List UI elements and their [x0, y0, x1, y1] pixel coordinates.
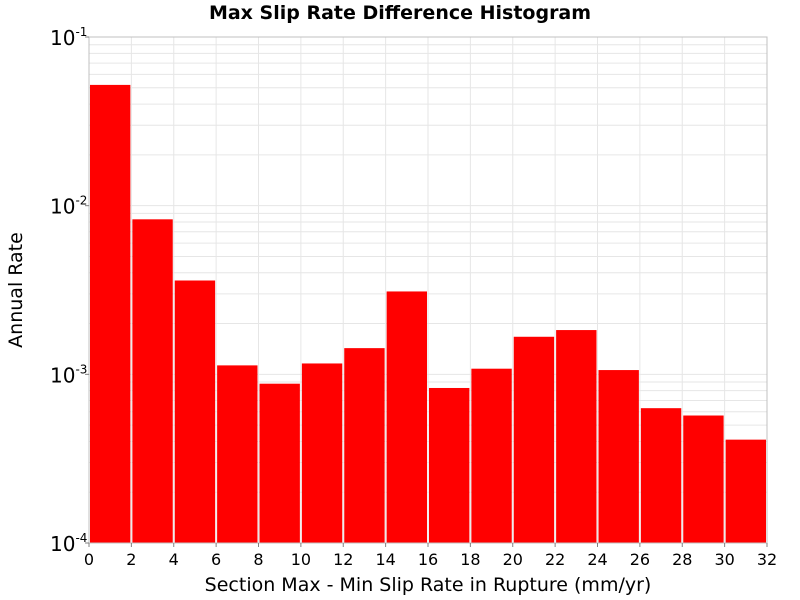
- bar: [132, 219, 173, 543]
- x-axis-label: Section Max - Min Slip Rate in Rupture (…: [205, 574, 652, 596]
- y-tick-label: 10-4: [50, 531, 87, 556]
- x-tick-label: 14: [375, 550, 395, 569]
- bar: [640, 408, 682, 543]
- bar: [386, 291, 427, 543]
- x-tick-label: 8: [253, 550, 263, 569]
- x-tick-label: 10: [291, 550, 311, 569]
- x-tick-label: 2: [126, 550, 136, 569]
- bar: [301, 363, 343, 543]
- x-tick-label: 18: [460, 550, 480, 569]
- bar: [598, 370, 639, 543]
- x-tick-label: 4: [169, 550, 179, 569]
- bar: [556, 330, 597, 543]
- x-tick-label: 20: [503, 550, 523, 569]
- bar: [344, 348, 385, 543]
- y-tick-label: 10-2: [50, 194, 87, 219]
- y-axis-label: Annual Rate: [5, 232, 27, 348]
- bar: [513, 336, 555, 543]
- bar: [725, 439, 766, 543]
- x-tick-label: 12: [333, 550, 353, 569]
- x-tick-label: 0: [84, 550, 94, 569]
- bar: [174, 280, 216, 543]
- y-tick-label: 10-3: [50, 362, 87, 387]
- bar: [90, 84, 131, 544]
- bar-series: [90, 84, 766, 544]
- x-tick-label: 24: [587, 550, 607, 569]
- x-tick-label: 16: [418, 550, 438, 569]
- grid-lines: [88, 37, 768, 544]
- y-tick-label: 10-1: [50, 25, 87, 50]
- bar: [429, 387, 470, 543]
- y-axis-ticks: 10-4 10-3 10-2 10-1: [50, 25, 89, 556]
- bar: [683, 415, 724, 543]
- x-tick-label: 30: [714, 550, 734, 569]
- x-tick-label: 26: [630, 550, 650, 569]
- chart-title: Max Slip Rate Difference Histogram: [208, 2, 592, 24]
- bar: [259, 383, 300, 543]
- bar: [471, 368, 512, 543]
- bar: [217, 365, 258, 543]
- x-tick-label: 6: [211, 550, 221, 569]
- x-axis-ticks: 0 2 4 6 8 10 12 14 16 18 20 22 24 26 28 30 32: [84, 543, 777, 569]
- x-tick-label: 28: [672, 550, 692, 569]
- x-tick-label: 32: [757, 550, 777, 569]
- x-tick-label: 22: [545, 550, 565, 569]
